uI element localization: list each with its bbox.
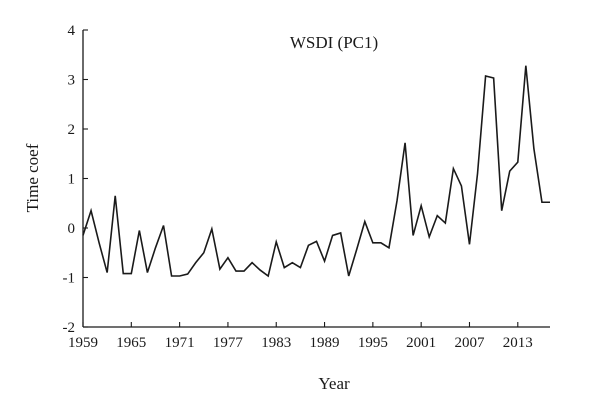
y-axis-title: Time coef xyxy=(23,143,42,212)
y-tick-label: 1 xyxy=(68,172,76,188)
x-tick-label: 1959 xyxy=(68,335,98,351)
x-tick-label: 2001 xyxy=(406,335,436,351)
series-line xyxy=(82,65,550,278)
x-axis-title: Year xyxy=(318,374,350,393)
y-tick-label: 3 xyxy=(68,73,76,89)
x-axis-ticks: 1959 1965 1971 1977 1983 1989 1995 2001 2007 2013 xyxy=(68,322,533,351)
chart-title: WSDI (PC1) xyxy=(290,33,378,52)
y-axis-ticks: -2 -1 0 1 2 3 4 xyxy=(63,23,88,336)
x-tick-label: 1983 xyxy=(261,335,291,351)
x-tick-label: 1995 xyxy=(358,335,388,351)
y-tick-label: -1 xyxy=(63,271,76,287)
x-tick-label: 1971 xyxy=(165,335,195,351)
y-tick-label: -2 xyxy=(63,320,76,336)
x-tick-label: 2013 xyxy=(503,335,533,351)
axes xyxy=(82,30,550,328)
x-tick-label: 1977 xyxy=(213,335,244,351)
y-tick-label: 0 xyxy=(68,221,76,237)
y-tick-label: 2 xyxy=(68,122,76,138)
x-tick-label: 1965 xyxy=(116,335,146,351)
x-tick-label: 2007 xyxy=(454,335,485,351)
x-tick-label: 1989 xyxy=(310,335,340,351)
y-tick-label: 4 xyxy=(68,23,76,39)
series-layer xyxy=(82,65,550,278)
